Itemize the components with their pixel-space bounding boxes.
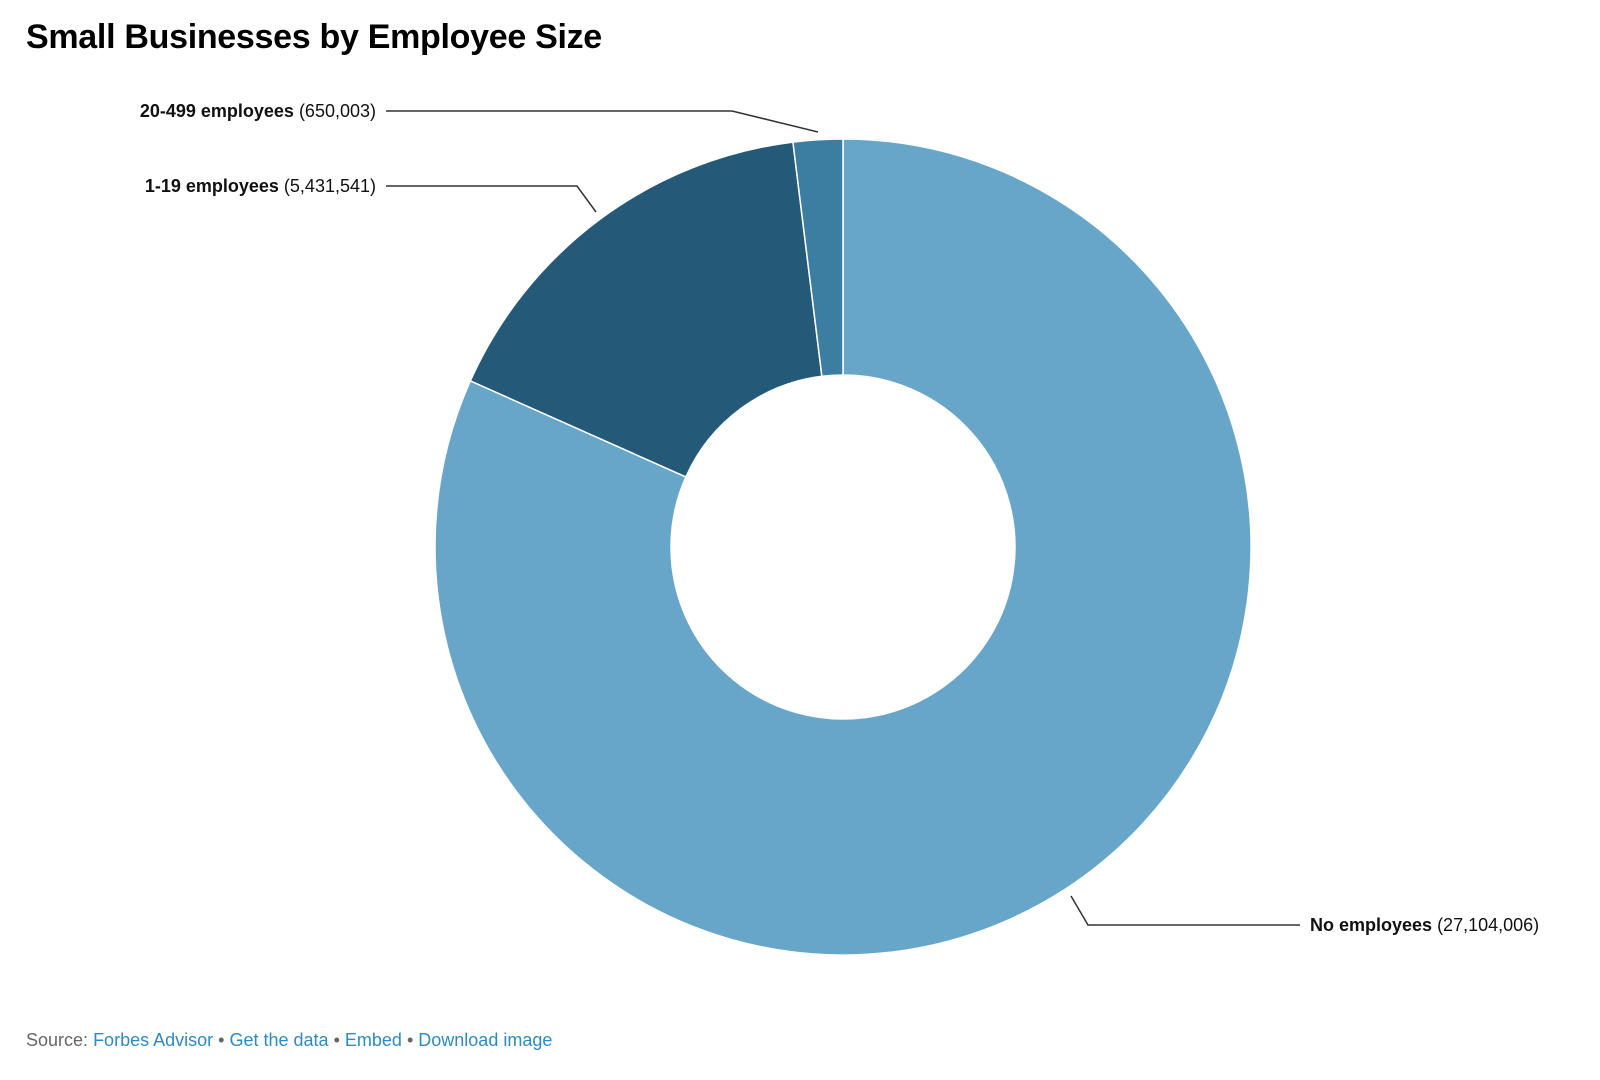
label-1-19: 1-19 employees (5,431,541) (145, 176, 376, 196)
label-no-employees: No employees (27,104,006) (1310, 915, 1539, 935)
slice-20-499-employees[interactable] (792, 138, 844, 378)
slice-no-employees[interactable] (434, 138, 1252, 956)
source-link[interactable]: Forbes Advisor (93, 1030, 214, 1050)
download-image-link[interactable]: Download image (418, 1030, 553, 1050)
separator: • (333, 1030, 340, 1050)
slice-1-19-employees[interactable] (469, 141, 823, 478)
embed-link[interactable]: Embed (344, 1030, 402, 1050)
leader-line-no-employees (1070, 895, 1300, 926)
leader-line-20-499 (386, 110, 819, 133)
get-data-link[interactable]: Get the data (229, 1030, 329, 1050)
separator: • (218, 1030, 225, 1050)
chart-title: Small Businesses by Employee Size (26, 18, 602, 56)
separator: • (406, 1030, 414, 1050)
source-label: Source: (26, 1030, 89, 1050)
leader-line-1-19 (386, 185, 597, 213)
footer: Source: Forbes Advisor • Get the data • … (26, 1030, 552, 1051)
label-20-499: 20-499 employees (650,003) (140, 101, 376, 121)
